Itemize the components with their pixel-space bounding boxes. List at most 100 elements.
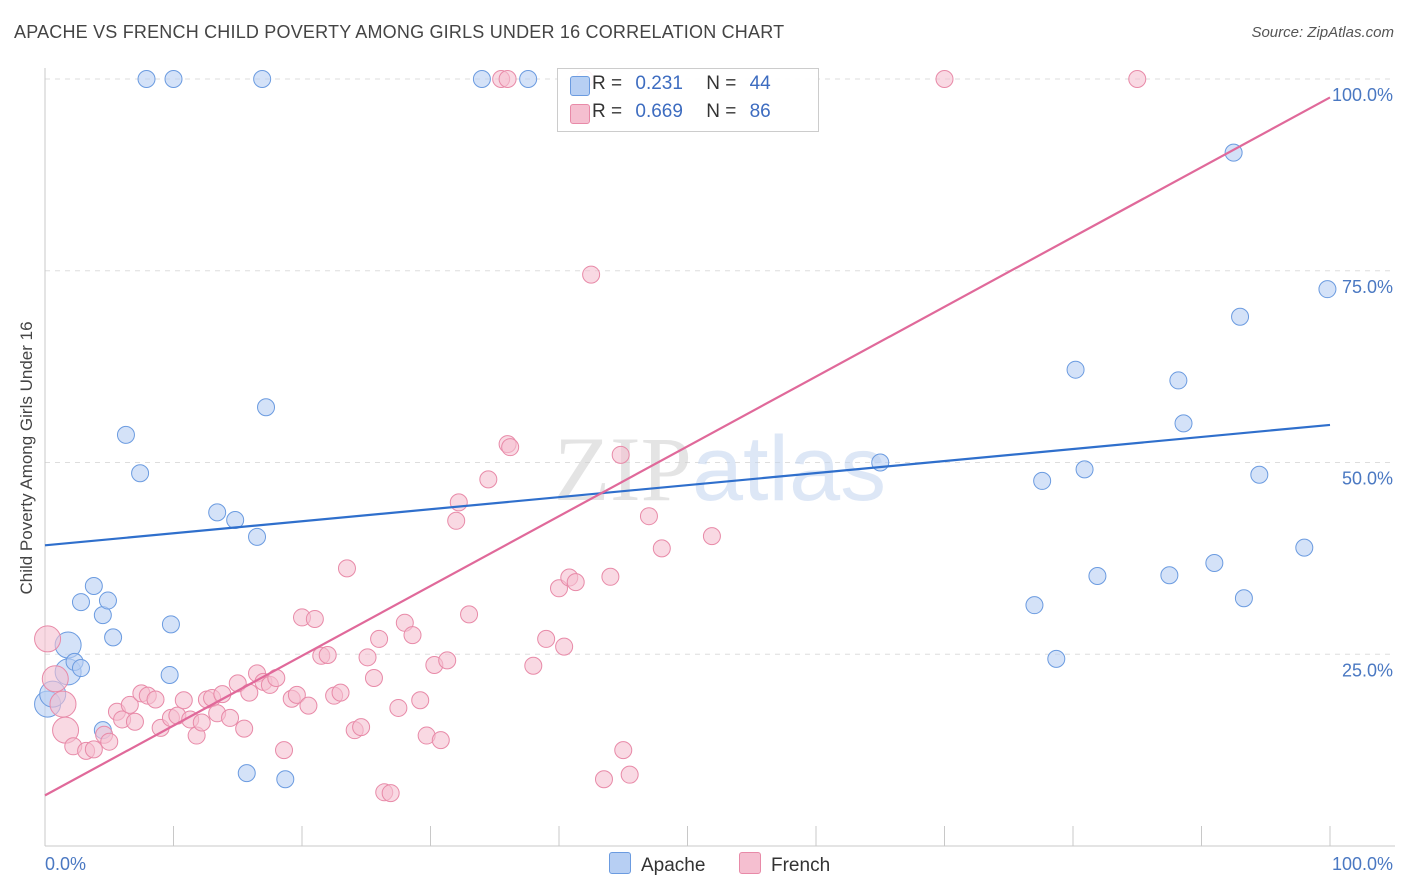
french-point: [639, 507, 658, 526]
apache-point: [1205, 553, 1224, 572]
french-point: [100, 732, 119, 751]
y-tick-label: 50.0%: [1342, 469, 1393, 489]
apache-trend-line: [44, 423, 1331, 547]
french-point: [447, 511, 466, 530]
french-point: [299, 696, 318, 715]
french-point: [331, 683, 350, 702]
apache-point: [131, 464, 150, 483]
french-point: [611, 445, 630, 464]
apache-point: [1250, 465, 1269, 484]
french-point: [49, 690, 77, 718]
french-point: [352, 718, 371, 737]
x-tick-label: 0.0%: [45, 854, 86, 874]
french-point: [702, 527, 721, 546]
french-point: [524, 656, 543, 675]
french-point: [411, 691, 430, 710]
apache-point: [1295, 538, 1314, 557]
apache-point: [1318, 280, 1337, 299]
apache-point: [519, 70, 538, 88]
french-point: [120, 695, 139, 714]
apache-point: [161, 615, 180, 634]
apache-point: [1160, 566, 1179, 585]
apache-point: [1088, 567, 1107, 586]
apache-point: [1047, 649, 1066, 668]
apache-point: [1025, 596, 1044, 615]
apache-point: [84, 576, 103, 595]
watermark: ZIPatlas: [554, 418, 886, 520]
legend-row-apache: R = 0.231 N = 44: [570, 73, 771, 99]
apache-r-label: R =: [592, 73, 623, 94]
bottom-legend-apache: Apache: [609, 852, 705, 877]
french-point: [381, 784, 400, 803]
french-point: [337, 559, 356, 578]
french-point: [221, 708, 240, 727]
trend-lines: [44, 96, 1331, 797]
apache-point: [1231, 307, 1250, 326]
french-swatch: [570, 104, 590, 124]
bottom-legend-french: French: [739, 852, 830, 877]
french-point: [555, 637, 574, 656]
french-n-value: 86: [749, 101, 771, 122]
apache-point: [164, 70, 183, 88]
apache-swatch: [570, 76, 590, 96]
apache-point: [104, 628, 123, 647]
apache-point: [1033, 471, 1052, 490]
correlation-legend: R = 0.231 N = 44 R = 0.669 N = 86: [557, 68, 819, 132]
apache-point: [1075, 460, 1094, 479]
y-tick-label: 25.0%: [1342, 660, 1393, 680]
apache-point: [472, 70, 491, 88]
apache-legend-label: Apache: [641, 855, 706, 876]
apache-point: [137, 70, 156, 88]
french-point: [498, 70, 517, 88]
x-tick-label: 100.0%: [1332, 854, 1393, 874]
chart-title: APACHE VS FRENCH CHILD POVERTY AMONG GIR…: [14, 22, 785, 42]
french-point: [594, 770, 613, 789]
french-point: [614, 741, 633, 760]
source-label: Source: ZipAtlas.com: [1251, 24, 1394, 41]
french-point: [358, 648, 377, 667]
apache-point: [276, 770, 295, 789]
watermark-zip: ZIP: [554, 418, 692, 520]
french-trend-line: [44, 96, 1331, 797]
french-point: [192, 713, 211, 732]
apache-point: [1234, 589, 1253, 608]
apache-point: [253, 70, 272, 88]
apache-point: [208, 503, 227, 522]
french-r-value: 0.669: [635, 101, 683, 122]
apache-point: [160, 665, 179, 684]
french-point: [652, 539, 671, 558]
apache-point: [248, 527, 267, 546]
apache-point: [1066, 360, 1085, 379]
french-point: [125, 712, 144, 731]
apache-point: [71, 659, 90, 678]
french-point: [479, 470, 498, 489]
french-point: [582, 265, 601, 284]
french-point: [403, 626, 422, 645]
french-point: [235, 719, 254, 738]
french-point: [287, 685, 306, 704]
apache-point: [116, 425, 135, 444]
apache-n-label: N =: [706, 73, 737, 94]
apache-point: [71, 593, 90, 612]
french-point: [174, 691, 193, 710]
y-tick-label: 75.0%: [1342, 277, 1393, 297]
french-point: [537, 629, 556, 648]
french-n-label: N =: [706, 101, 737, 122]
french-point: [84, 740, 103, 759]
french-point: [431, 731, 450, 750]
french-point: [449, 493, 468, 512]
french-r-label: R =: [592, 101, 623, 122]
apache-point: [257, 398, 276, 417]
french-point: [146, 690, 165, 709]
french-point: [460, 605, 479, 624]
y-tick-label: 100.0%: [1332, 85, 1393, 105]
french-point: [566, 573, 585, 592]
apache-legend-swatch: [609, 852, 631, 874]
french-point: [305, 609, 324, 628]
apache-point: [1174, 414, 1193, 433]
french-point: [601, 567, 620, 586]
tick-labels: 25.0% 50.0% 75.0% 100.0% 0.0% 100.0%: [45, 85, 1393, 874]
french-point: [501, 438, 520, 457]
french-point: [41, 665, 69, 693]
